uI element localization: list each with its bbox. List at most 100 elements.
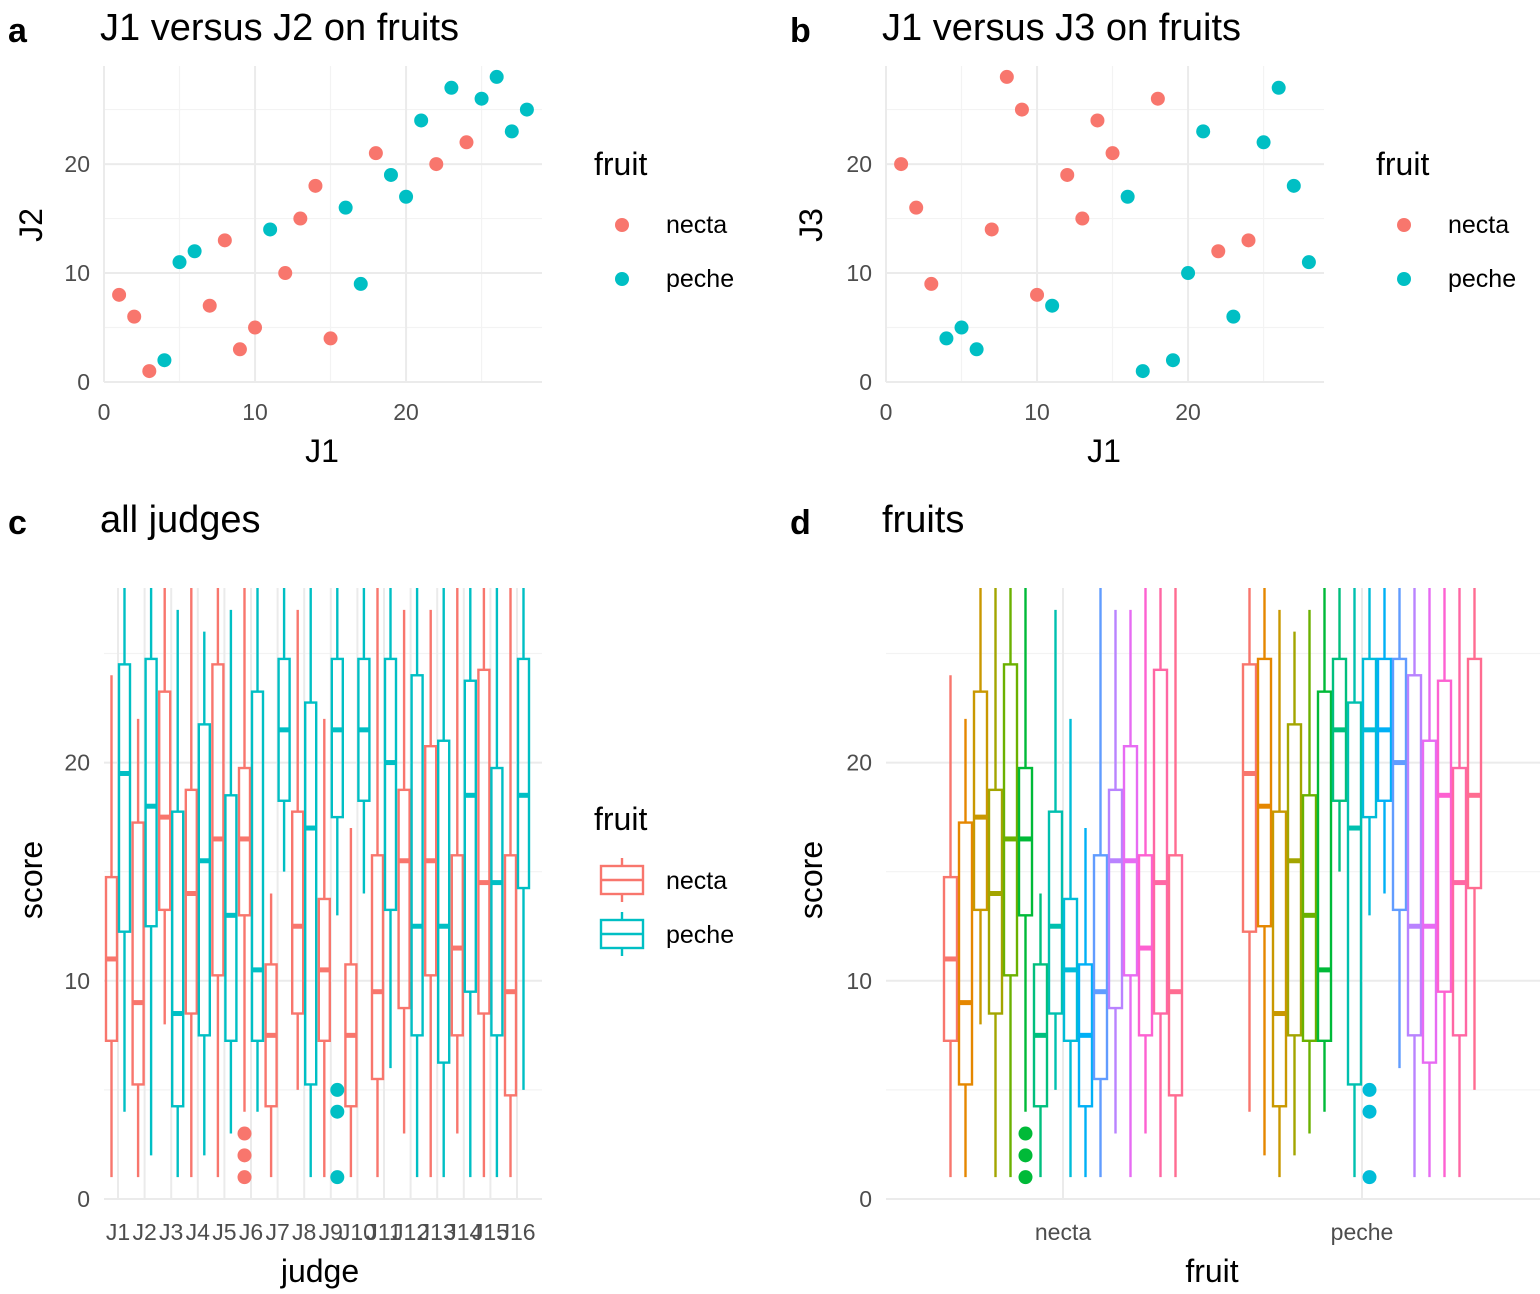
box-peche-J11 — [383, 588, 398, 1069]
box-necta-judge-15 — [1152, 588, 1169, 1178]
point-peche — [263, 222, 278, 237]
box-outlier — [330, 1082, 345, 1097]
box-iqr — [211, 663, 225, 977]
y-tick-label: 10 — [846, 260, 872, 286]
x-tick-label: necta — [1035, 1219, 1091, 1245]
point-peche — [954, 320, 969, 335]
panel-d-boxplot: d fruits necta peche 0 10 20 fruit score — [790, 499, 1540, 1289]
point-peche — [1045, 298, 1060, 313]
panel-b-letter: b — [790, 12, 811, 50]
panel-c-x-label: judge — [280, 1253, 359, 1289]
box-iqr — [304, 701, 318, 1086]
box-iqr — [450, 854, 464, 1037]
box-necta-J1 — [104, 675, 119, 1178]
point-peche — [519, 102, 534, 117]
box-peche-judge-4 — [1286, 631, 1303, 1156]
point-peche — [414, 113, 429, 128]
box-peche-J12 — [410, 588, 424, 1178]
panel-c-boxes — [104, 588, 531, 1185]
panel-c-y-ticks: 0 10 20 — [64, 750, 90, 1212]
y-tick-label: 10 — [846, 968, 872, 994]
box-iqr — [516, 657, 531, 890]
point-necta — [894, 157, 909, 172]
box-necta-J15 — [477, 588, 491, 1178]
point-peche — [172, 255, 187, 270]
box-peche-judge-9 — [1361, 588, 1378, 1185]
box-necta-judge-14 — [1137, 588, 1154, 1134]
box-necta-J3 — [157, 588, 172, 1025]
y-tick-label: 0 — [77, 1186, 90, 1212]
panel-a-x-ticks: 0 10 20 — [98, 399, 419, 425]
y-tick-label: 0 — [77, 369, 90, 395]
x-tick-label: 0 — [880, 399, 893, 425]
box-iqr — [1301, 794, 1318, 1042]
box-necta-judge-1 — [942, 675, 959, 1178]
point-peche — [1196, 124, 1211, 139]
point-peche — [504, 124, 519, 139]
point-necta — [232, 342, 247, 357]
legend-peche-swatch — [1397, 272, 1411, 286]
box-iqr — [1391, 657, 1408, 912]
box-peche-judge-16 — [1466, 588, 1483, 1090]
box-necta-J7 — [264, 893, 278, 1178]
box-iqr — [1017, 766, 1034, 917]
box-iqr — [1047, 810, 1064, 1015]
box-peche-judge-12 — [1406, 588, 1423, 1178]
x-tick-label: 10 — [1024, 399, 1050, 425]
point-necta — [909, 200, 924, 215]
point-peche — [338, 200, 353, 215]
box-necta-judge-11 — [1092, 588, 1109, 1178]
box-iqr — [237, 766, 252, 917]
point-necta — [1150, 91, 1165, 106]
point-necta — [1241, 233, 1256, 248]
box-outlier — [1018, 1148, 1033, 1163]
x-tick-label: J1 — [106, 1219, 130, 1245]
box-outlier — [1362, 1170, 1377, 1185]
panel-a-y-label: J2 — [13, 208, 49, 242]
box-peche-J8 — [304, 588, 318, 1178]
x-tick-label: J8 — [292, 1219, 316, 1245]
x-tick-label: J13 — [419, 1219, 456, 1245]
box-peche-judge-2 — [1256, 588, 1273, 1156]
box-necta-J9 — [317, 718, 331, 1178]
box-peche-J5 — [224, 609, 238, 1134]
box-iqr — [1286, 723, 1303, 1037]
x-tick-label: J9 — [319, 1219, 343, 1245]
box-outlier — [1362, 1082, 1377, 1097]
box-iqr — [1241, 663, 1258, 933]
x-tick-label: J11 — [366, 1219, 401, 1245]
panel-b-x-ticks: 0 10 20 — [880, 399, 1201, 425]
box-necta-judge-2 — [957, 718, 974, 1178]
box-necta-J11 — [370, 588, 385, 1178]
point-peche — [1226, 309, 1241, 324]
box-necta-J14 — [450, 588, 464, 1134]
box-peche-judge-8 — [1346, 588, 1363, 1178]
box-iqr — [1167, 854, 1184, 1097]
point-necta — [459, 135, 474, 150]
panel-c-boxplot: c all judges J1 J2 J3 J4 J5 J6 J7 J8 J9J10J11J12… — [8, 499, 734, 1289]
box-peche-J15 — [490, 588, 504, 1178]
y-tick-label: 20 — [64, 750, 90, 776]
panel-b-grid — [885, 66, 1324, 383]
box-iqr — [1346, 701, 1363, 1086]
x-tick-label: J16 — [498, 1219, 535, 1245]
point-peche — [444, 80, 459, 95]
legend-necta-swatch — [1397, 218, 1411, 232]
point-necta — [323, 331, 338, 346]
box-iqr — [987, 788, 1004, 1015]
box-necta-J2 — [131, 718, 145, 1178]
box-peche-judge-5 — [1301, 609, 1318, 1134]
legend-necta-swatch — [615, 218, 629, 232]
box-peche-J7 — [277, 588, 291, 872]
box-iqr — [397, 788, 411, 1010]
box-iqr — [1271, 810, 1288, 1108]
panel-b-legend-peche: peche — [1448, 265, 1516, 293]
panel-c-legend-necta: necta — [666, 867, 727, 895]
box-necta-judge-8 — [1047, 609, 1064, 1090]
legend-peche-box-key — [599, 912, 645, 956]
panel-d-title: fruits — [882, 499, 964, 541]
legend-peche-swatch — [615, 272, 629, 286]
panel-a-points — [112, 69, 534, 379]
box-iqr — [131, 821, 145, 1086]
box-necta-J10 — [344, 828, 358, 1178]
